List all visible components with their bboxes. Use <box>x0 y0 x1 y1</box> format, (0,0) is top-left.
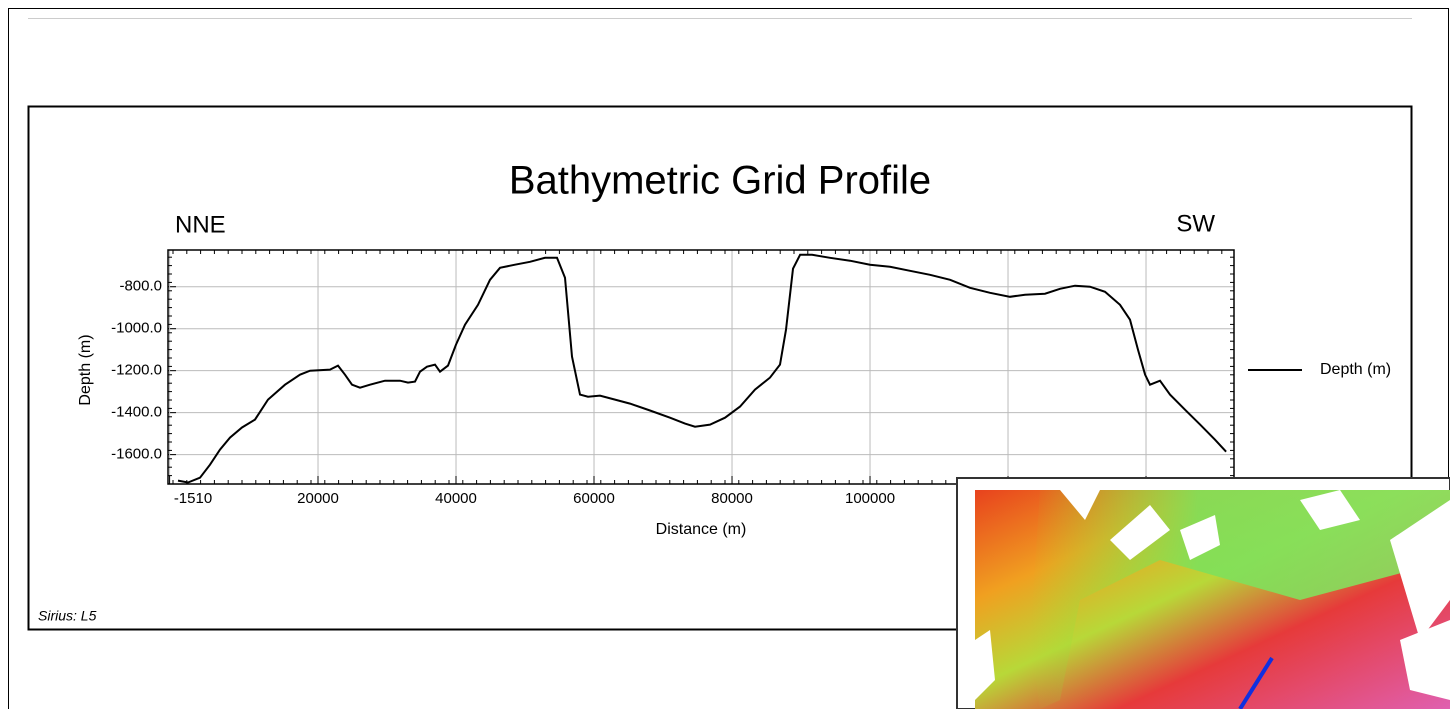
y-tick-label: -1200.0 <box>111 362 162 379</box>
x-tick-label: 40000 <box>435 490 477 507</box>
annotation: NNE <box>175 211 226 238</box>
legend-label: Depth (m) <box>1320 361 1391 378</box>
x-tick-label: 100000 <box>845 490 895 507</box>
x-tick-label: 20000 <box>297 490 339 507</box>
y-axis-label: Depth (m) <box>77 334 94 405</box>
page: Bathymetric Grid Profile NNE SW Sirius: … <box>0 0 1450 709</box>
y-tick-label: -1600.0 <box>111 446 162 463</box>
x-axis-label: Distance (m) <box>656 521 747 538</box>
x-tick-label: -1510 <box>174 490 212 507</box>
x-tick-label: 60000 <box>573 490 615 507</box>
y-tick-label: -1400.0 <box>111 404 162 421</box>
map-inset <box>957 478 1450 709</box>
chart-title: Bathymetric Grid Profile <box>509 159 931 203</box>
x-tick-label: 80000 <box>711 490 753 507</box>
annotation: Sirius: L5 <box>38 608 97 624</box>
y-tick-label: -800.0 <box>119 278 162 295</box>
y-tick-label: -1000.0 <box>111 320 162 337</box>
annotation: SW <box>1176 210 1215 237</box>
